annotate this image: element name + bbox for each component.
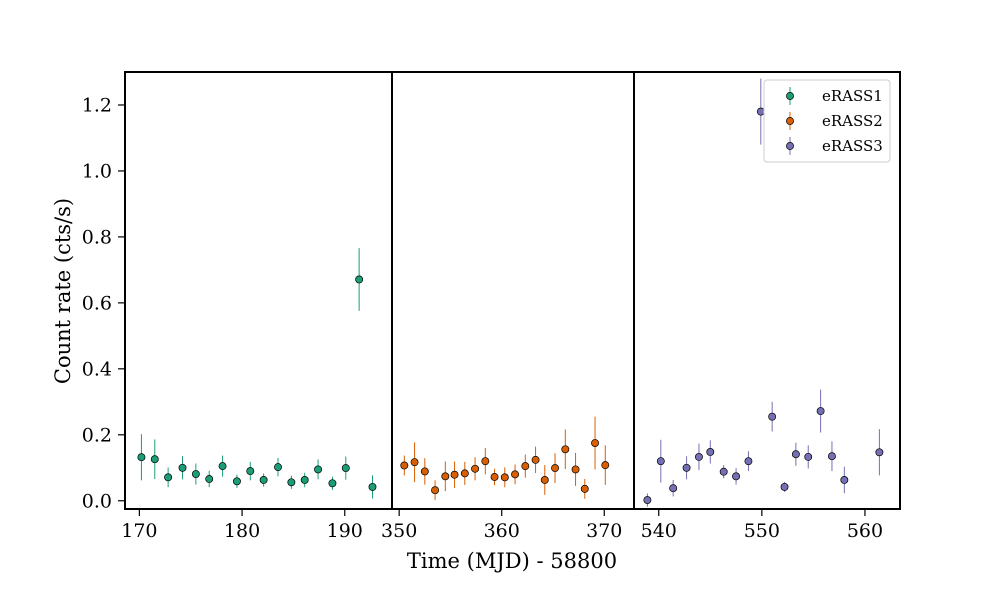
data-point (259, 476, 268, 484)
panel-frame (124, 71, 393, 510)
y-tick-label: 0.8 (82, 226, 112, 248)
data-point (471, 464, 480, 473)
y-tick-label: 0.6 (82, 292, 112, 314)
data-point (643, 496, 652, 505)
data-point (531, 455, 540, 464)
data-point (218, 462, 227, 471)
legend: eRASS1 eRASS2 eRASS3 (763, 79, 891, 163)
series-eRASS3 (643, 78, 884, 507)
legend-item-eRASS1: eRASS1 (786, 87, 883, 105)
data-point (540, 476, 549, 484)
panel-3: 540 550 560 (633, 71, 901, 542)
data-point (551, 464, 559, 473)
y-tick-label: 0.0 (82, 490, 112, 512)
x-tick-label: 170 (121, 520, 157, 542)
data-point (521, 462, 530, 471)
data-point (314, 465, 323, 474)
data-point (410, 458, 419, 467)
panel-frame (633, 71, 901, 510)
data-point (328, 479, 337, 488)
data-point (274, 463, 282, 472)
data-point (780, 482, 789, 491)
data-point (500, 473, 509, 482)
data-point (246, 467, 255, 476)
data-point (205, 475, 214, 483)
x-tick-label: 370 (586, 520, 622, 542)
data-point (178, 463, 187, 472)
data-point (591, 439, 599, 447)
data-point (816, 407, 825, 415)
y-tick-label: 1.2 (82, 94, 112, 116)
series-eRASS2 (400, 416, 610, 501)
data-point (490, 473, 499, 481)
data-point (791, 450, 800, 459)
data-point (460, 469, 469, 478)
data-point (732, 472, 741, 481)
data-point (431, 486, 440, 495)
data-point (744, 457, 753, 466)
data-point (341, 464, 350, 473)
data-point (580, 484, 589, 493)
panel-1: 170 180 190 (121, 71, 393, 542)
data-point (137, 453, 146, 462)
x-axis-label: Time (MJD) - 58800 (407, 549, 617, 573)
data-point (400, 461, 409, 470)
data-point (719, 467, 728, 476)
y-axis: 0.0 0.2 0.4 0.6 0.8 1.0 1.2 (82, 94, 125, 512)
data-point (450, 470, 459, 479)
legend-item-eRASS3: eRASS3 (786, 137, 883, 155)
series-eRASS1 (137, 248, 377, 499)
data-point (191, 470, 200, 478)
x-tick-label: 360 (484, 520, 520, 542)
y-tick-label: 1.0 (82, 160, 112, 182)
data-point (287, 478, 296, 487)
data-point (355, 275, 364, 284)
data-point (804, 452, 813, 461)
legend-label: eRASS2 (822, 112, 883, 130)
x-tick-label: 550 (744, 520, 780, 542)
data-point (695, 452, 703, 461)
data-point (481, 457, 490, 466)
panels: 170 180 190 350 360 370 540 550 5600.00.20.40.60… (82, 71, 901, 542)
data-point (150, 455, 159, 464)
data-point (768, 412, 777, 421)
legend-marker (786, 142, 794, 150)
data-point (164, 473, 173, 482)
legend-label: eRASS1 (822, 87, 883, 105)
data-point (875, 448, 884, 457)
x-tick-label: 540 (641, 520, 677, 542)
data-point (368, 482, 377, 491)
y-tick-label: 0.2 (82, 424, 112, 446)
data-point (706, 447, 715, 456)
data-point (656, 457, 665, 466)
panel-2: 350 360 370 (381, 71, 635, 542)
data-point (571, 465, 580, 474)
data-point (511, 470, 520, 479)
x-tick-label: 180 (224, 520, 260, 542)
data-point (561, 445, 570, 454)
data-point (232, 477, 241, 486)
x-tick-label: 560 (847, 520, 883, 542)
data-point (756, 107, 765, 116)
legend-item-eRASS2: eRASS2 (786, 112, 883, 130)
x-tick-label: 350 (381, 520, 417, 542)
legend-marker (786, 117, 794, 125)
x-tick-label: 190 (327, 520, 363, 542)
data-point (682, 463, 691, 472)
y-axis-label: Count rate (cts/s) (51, 198, 75, 384)
data-point (300, 476, 309, 484)
data-point (840, 476, 849, 484)
legend-box (763, 79, 891, 163)
legend-marker (786, 92, 794, 100)
y-tick-label: 0.4 (82, 358, 112, 380)
data-point (441, 472, 450, 481)
data-point (601, 461, 610, 470)
data-point (669, 484, 678, 493)
data-point (828, 452, 836, 461)
legend-label: eRASS3 (822, 137, 883, 155)
data-point (420, 467, 429, 476)
